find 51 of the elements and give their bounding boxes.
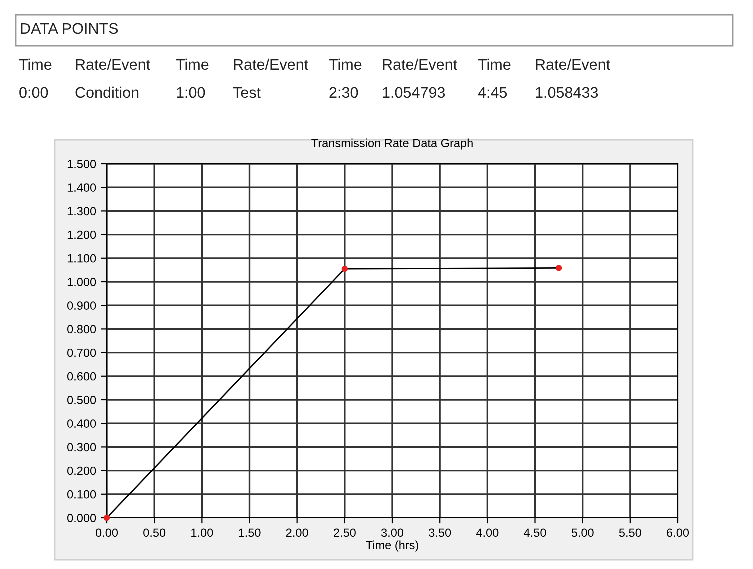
x-tick-label: 5.50: [619, 528, 642, 538]
text: Rate/Event: [383, 58, 458, 70]
text: Rate/Event: [234, 58, 308, 70]
text: 1.058433: [536, 87, 598, 98]
text: Time: [176, 58, 209, 70]
y-tick-label: 1.300: [68, 207, 96, 216]
x-tick-label: 6.00: [667, 528, 690, 538]
x-tick-label: 4.00: [476, 528, 499, 538]
text: Test: [233, 87, 261, 98]
x-tick-label: 1.00: [192, 528, 214, 538]
text: Time: [19, 58, 52, 70]
x-tick-label: 3.00: [381, 528, 404, 538]
y-tick-label: 0.500: [68, 396, 96, 404]
text: 2:30: [330, 87, 358, 98]
y-tick-label: 1.400: [68, 184, 96, 192]
y-tick-label: 0.900: [68, 302, 96, 310]
x-axis-title: Time (hrs): [366, 540, 418, 552]
y-tick-label: 0.600: [68, 372, 96, 381]
y-tick-label: 1.100: [68, 254, 96, 263]
y-tick-label: 1.000: [68, 278, 96, 286]
x-tick-label: 3.50: [429, 528, 452, 538]
point: [104, 514, 110, 522]
y-tick-label: 1.200: [68, 230, 96, 240]
text: 1.054793: [383, 87, 446, 98]
y-tick-label: 0.300: [68, 443, 96, 452]
text: 4:45: [478, 87, 508, 98]
point: [556, 265, 562, 272]
y-tick-label: 0.700: [68, 348, 96, 358]
y-tick-label: 1.500: [68, 160, 96, 168]
text: 0:00: [20, 87, 48, 98]
y-tick-label: 0.100: [68, 490, 96, 499]
y-tick-label: 0.200: [68, 466, 96, 476]
text: Time: [329, 58, 362, 70]
y-tick-label: 0.400: [68, 420, 96, 428]
point: [342, 266, 348, 272]
x-tick-label: 2.50: [334, 528, 356, 538]
text: Time: [478, 58, 511, 70]
x-tick-label: 2.00: [286, 528, 308, 538]
x-tick-label: 0.50: [144, 528, 166, 538]
text: Rate/Event: [536, 58, 610, 70]
y-tick-label: 0.000: [68, 514, 96, 522]
x-tick-label: 0.00: [96, 528, 118, 538]
text: Condition: [76, 86, 139, 98]
text: 1:00: [177, 87, 206, 98]
y-tick-label: 0.800: [68, 325, 96, 334]
x-tick-label: 1.50: [239, 528, 261, 538]
text: DATA POINTS: [21, 23, 118, 34]
text: Rate/Event: [76, 58, 150, 70]
x-tick-label: 5.00: [572, 528, 594, 538]
chart-title: Transmission Rate Data Graph: [312, 138, 473, 150]
x-tick-label: 4.50: [524, 528, 546, 538]
